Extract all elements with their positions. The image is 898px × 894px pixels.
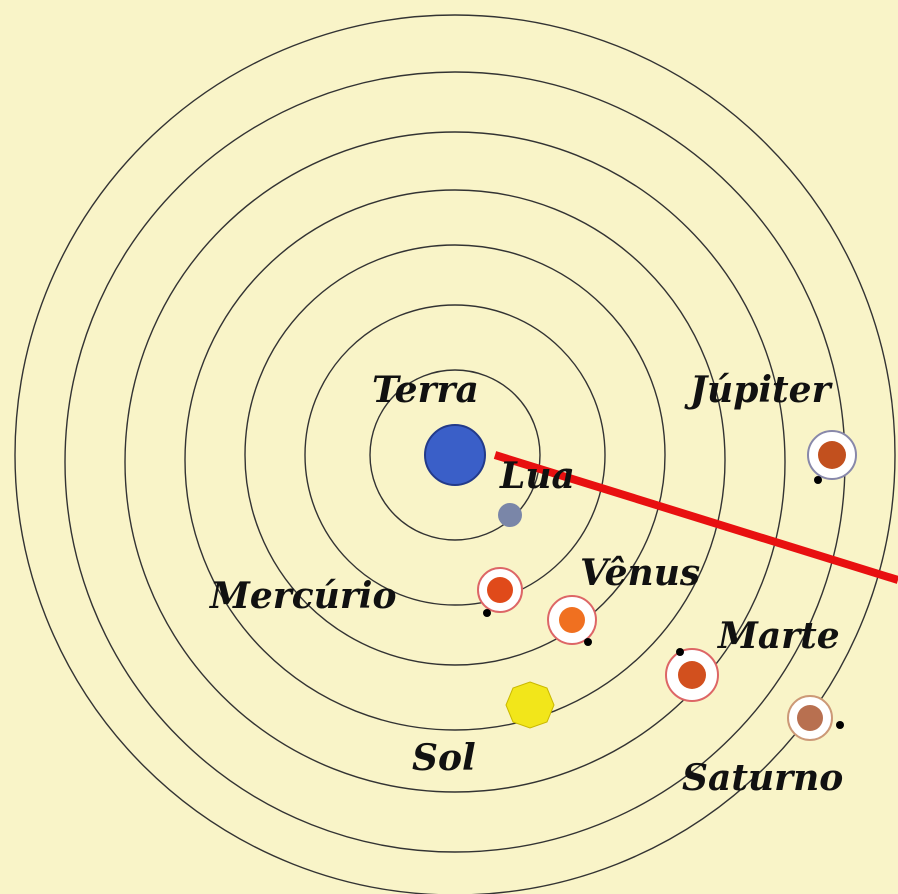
mercury <box>487 577 513 603</box>
dot <box>483 609 491 617</box>
dot <box>676 648 684 656</box>
label: Terra <box>372 369 479 411</box>
saturn <box>797 705 823 731</box>
moon <box>498 503 522 527</box>
sun <box>506 682 554 728</box>
mars <box>678 661 706 689</box>
label: Saturno <box>682 757 843 799</box>
geocentric-diagram: Terra Lua Mercúrio Vênus Marte Sol Júpit… <box>0 0 898 894</box>
dot <box>836 721 844 729</box>
jupiter <box>818 441 846 469</box>
label: Vênus <box>580 552 700 594</box>
label: Júpiter <box>684 369 834 411</box>
label: Lua <box>499 455 575 497</box>
venus <box>559 607 585 633</box>
dot <box>814 476 822 484</box>
label: Sol <box>412 737 476 779</box>
earth <box>425 425 485 485</box>
label: Marte <box>716 615 840 657</box>
label: Mercúrio <box>208 575 396 617</box>
dot <box>584 638 592 646</box>
